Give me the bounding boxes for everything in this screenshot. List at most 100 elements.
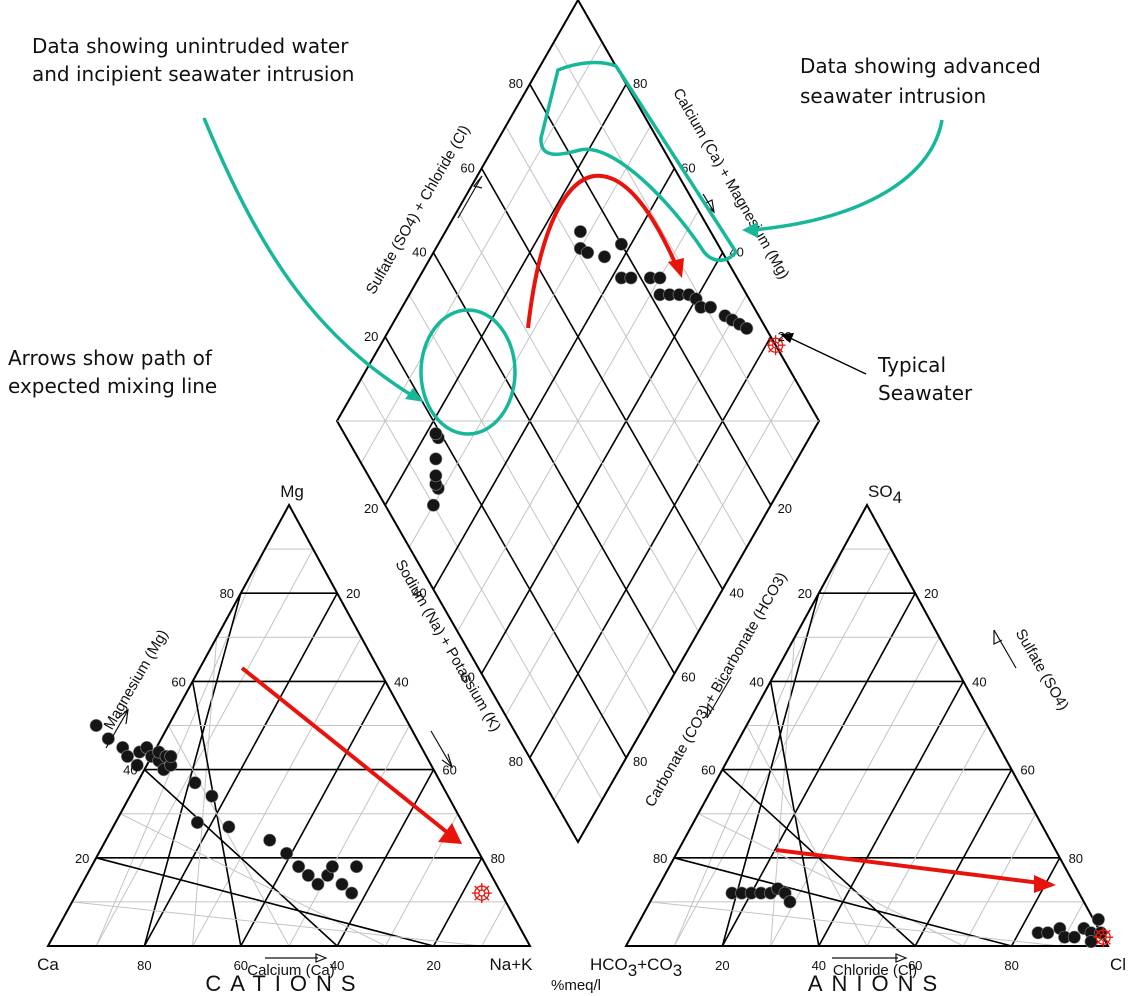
- cation-triangle-grid-rising-9: [72, 901, 482, 947]
- diamond-sample-point: [581, 246, 595, 260]
- anion-bottom-direction-arrowhead: [895, 953, 908, 963]
- anion-left-tick-20: 20: [798, 586, 812, 601]
- anion-right-tick-40: 40: [972, 674, 986, 689]
- diamond-upper-left-tick-20: 20: [364, 329, 378, 344]
- anion-triangle-grid-rising-9: [650, 901, 1060, 947]
- cation-sample-point: [164, 749, 178, 763]
- anion-sample-point: [783, 895, 797, 909]
- cation-mixing-arrowhead: [438, 823, 462, 844]
- annotation-advanced-line2: seawater intrusion: [800, 84, 986, 108]
- callout-unintruded-arrowhead: [405, 388, 424, 402]
- cation-right-tick-60: 60: [442, 763, 456, 778]
- seawater-anion-marker-ray: [1104, 929, 1111, 936]
- unintruded-cluster-outline: [419, 308, 517, 436]
- anion-sample-point: [1091, 912, 1105, 926]
- diamond-grid-b-6: [480, 168, 724, 590]
- cation-right-tick-20: 20: [346, 586, 360, 601]
- callout-seawater-arrow: [789, 337, 867, 375]
- cation-sample-point: [280, 846, 294, 860]
- diamond-grid-b-8: [529, 83, 772, 506]
- anion-bottom-tick-20: 20: [715, 958, 729, 973]
- diamond-grid-a-9: [360, 41, 603, 464]
- annotation-advanced-line1: Data showing advanced: [800, 54, 1041, 78]
- seawater-cation-marker-ray: [483, 885, 490, 892]
- cation-sample-point: [345, 886, 359, 900]
- anion-bottom-tick-60: 60: [908, 958, 922, 973]
- diamond-sample-point: [614, 237, 628, 251]
- cation-left-axis-title: Magnesium (Mg): [101, 627, 172, 733]
- diamond-sample-point: [624, 271, 638, 285]
- anion-corner-hco3-co3: HCO3+CO3: [590, 955, 682, 980]
- anion-right-tick-20: 20: [924, 586, 938, 601]
- grid-layer: [46, 0, 1110, 947]
- anion-bottom-tick-40: 40: [812, 958, 826, 973]
- cation-left-direction-arrow: [105, 709, 129, 749]
- anion-right-direction-arrow: [993, 629, 1017, 669]
- cation-triangle-grid-falling-6: [336, 769, 435, 947]
- cation-sample-point: [301, 868, 315, 882]
- anion-bottom-axis-title: Chloride (Cl): [833, 962, 917, 979]
- units-label: %meq/l: [551, 977, 601, 994]
- diamond-upper-right-direction-arrow: [702, 193, 715, 213]
- diamond-upper-left-direction-arrowhead: [472, 175, 483, 189]
- cation-triangle-grid-rising-5: [168, 725, 290, 947]
- cation-left-tick-80: 80: [220, 586, 234, 601]
- diamond-lower-right-tick-60: 60: [681, 670, 695, 685]
- anion-triangle-grid-falling-6: [914, 769, 1013, 947]
- anion-triangle-grid-rising-7: [698, 813, 964, 947]
- anion-triangle-grid-falling-8: [1010, 857, 1061, 947]
- anion-triangle-grid-rising-5: [746, 725, 868, 947]
- diamond-upper-right-tick-80: 80: [633, 76, 647, 91]
- anion-left-tick-60: 60: [701, 763, 715, 778]
- diamond-lower-right-tick-80: 80: [633, 754, 647, 769]
- diamond-sample-point: [573, 225, 587, 239]
- annotation-unintruded-line1: Data showing unintruded water: [32, 34, 349, 58]
- cation-sample-point: [121, 749, 135, 763]
- cation-sample-point: [349, 860, 363, 874]
- tick-labels: 80 60 40 20 20 40 60 80 20 40 60 80 20 40 60 80 80 60 40 20…: [75, 76, 1083, 973]
- callout-advanced-arrow: [751, 119, 944, 232]
- diamond-sample-point: [429, 427, 443, 441]
- cation-mixing-arrow: [240, 666, 450, 835]
- anion-left-tick-80: 80: [653, 851, 667, 866]
- annotation-callouts: [202, 60, 944, 436]
- diamond-mixing-arrow: [526, 173, 678, 329]
- cation-sample-point: [325, 860, 339, 874]
- seawater-diamond-marker-ray: [777, 346, 784, 353]
- diamond-sample-point: [429, 469, 443, 483]
- cation-sample-point: [188, 776, 202, 790]
- seawater-anion-marker-ray: [1104, 938, 1111, 945]
- cation-bottom-tick-40: 40: [330, 958, 344, 973]
- cation-right-direction-arrowhead: [441, 753, 454, 769]
- seawater-cation-marker-ray: [474, 894, 481, 901]
- cation-sample-point: [311, 877, 325, 891]
- cation-sample-point: [205, 789, 219, 803]
- cation-sample-point: [263, 833, 277, 847]
- mixing-arrows: [240, 173, 1056, 893]
- anion-sample-point: [1067, 930, 1081, 944]
- mark-layer: [89, 225, 1114, 949]
- diamond-grid-b-7: [505, 126, 748, 548]
- cation-right-axis-title: Sodium (Na) + Potassium (K): [392, 557, 504, 735]
- diamond-sample-point: [597, 250, 611, 264]
- diamond-lower-left-tick-80: 80: [509, 754, 523, 769]
- diamond-lower-left-tick-60: 60: [460, 670, 474, 685]
- cation-sample-point: [89, 718, 103, 732]
- anion-mixing-arrowhead: [1034, 875, 1056, 893]
- anion-left-tick-40: 40: [749, 674, 763, 689]
- diamond-lower-left-tick-20: 20: [364, 501, 378, 516]
- cation-sample-point: [292, 860, 306, 874]
- anion-right-tick-80: 80: [1069, 851, 1083, 866]
- diamond-lower-left-tick-40: 40: [412, 585, 426, 600]
- cation-corner-na-k: Na+K: [490, 955, 534, 974]
- cation-triangle-outline: [46, 502, 532, 947]
- annotation-arrows-line1: Arrows show path of: [8, 346, 213, 370]
- cation-bottom-direction-arrowhead: [315, 953, 328, 963]
- cation-bottom-axis-title: Calcium (Ca): [247, 962, 335, 979]
- anion-triangle-grid-falling-5: [866, 725, 988, 947]
- diamond-upper-left-tick-40: 40: [412, 245, 426, 260]
- cation-triangle-grid-falling-8: [432, 857, 483, 947]
- annotation-unintruded-line2: and incipient seawater intrusion: [32, 62, 354, 86]
- anion-right-tick-60: 60: [1020, 763, 1034, 778]
